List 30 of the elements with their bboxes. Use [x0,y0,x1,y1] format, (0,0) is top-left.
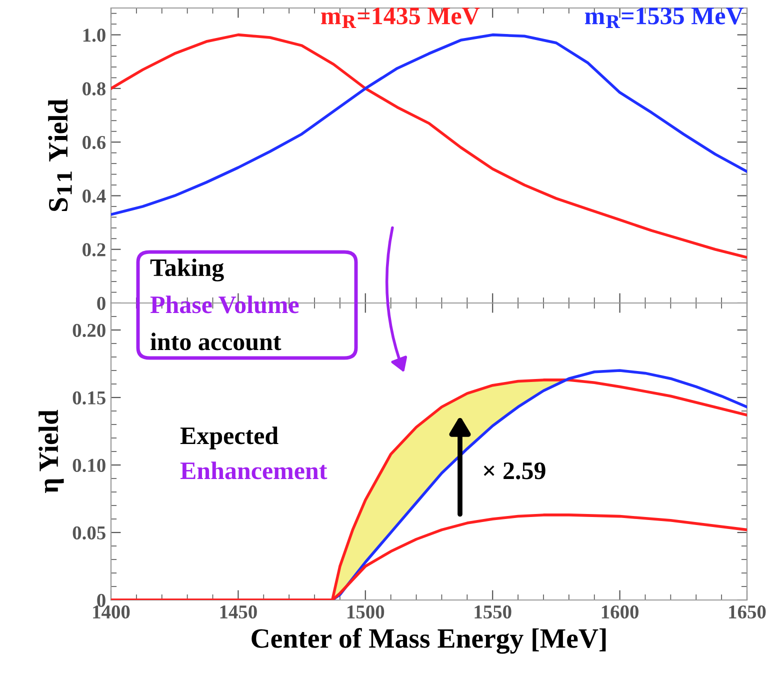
y-axis-title: S$_{11}$ Yield [48,99,72,211]
annotation: × 2.59 [484,462,546,480]
y-tick-label: 0.10 [72,458,106,472]
annotation: Expected [180,426,278,450]
line-series [111,33,747,216]
x-tick-label: 1450 [220,605,257,619]
y-tick-label: 0.8 [82,82,106,96]
annotation: Enhancement [180,462,328,480]
y-tick-label: 0 [97,296,106,310]
y-tick-label: 0.2 [82,243,106,256]
series-label: m$_{R}$=1435 MeV [321,8,480,28]
y-tick-label: 0.4 [82,190,106,203]
x-tick-label: 1550 [474,605,512,619]
y-tick-label: 0.15 [72,391,106,405]
y-tick-label: 0.20 [72,324,106,338]
x-tick-label: 1400 [93,605,130,619]
annotation: into account [150,332,282,350]
x-tick-label: 1600 [602,605,639,619]
line-series [111,33,747,259]
y-axis-title: η Yield [38,410,64,494]
x-axis-title: Center of Mass Energy [MeV] [252,628,606,654]
x-tick-label: 1650 [729,605,766,619]
annotation: Phase Volume [150,296,299,314]
annotation: Taking [150,258,224,282]
series-label: m$_{R}$=1535 MeV [584,8,744,28]
y-tick-label: 0.6 [82,136,106,150]
x-tick-label: 1500 [348,605,384,619]
y-tick-label: 0 [97,594,106,607]
y-tick-label: 1.0 [83,28,106,42]
y-tick-label: 0.05 [72,526,106,540]
